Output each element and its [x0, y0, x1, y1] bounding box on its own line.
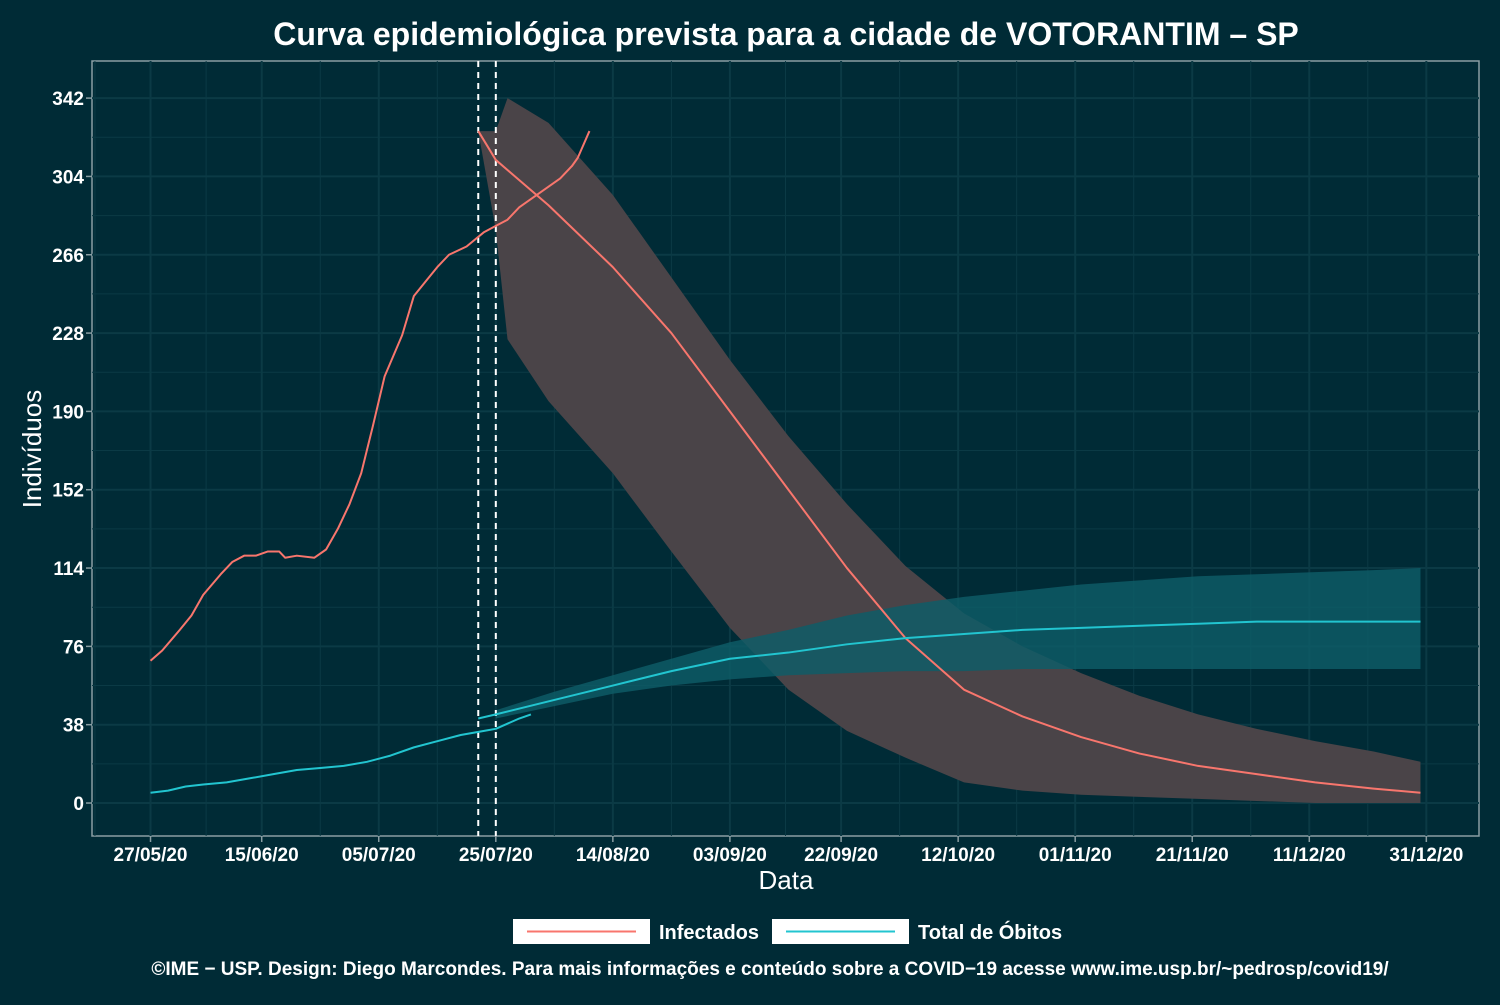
x-tick-label: 12/10/20 [921, 845, 995, 866]
x-axis-ticks: 27/05/20 15/06/20 05/07/20 25/07/20 14/08/20… [114, 836, 1463, 866]
footer-credit: ©IME − USP. Design: Diego Marcondes. Par… [151, 959, 1389, 980]
x-tick-label: 15/06/20 [225, 845, 299, 866]
y-tick-label: 228 [52, 324, 84, 345]
chart-title: Curva epidemiológica prevista para a cid… [273, 16, 1299, 52]
y-tick-label: 152 [52, 481, 84, 502]
y-tick-label: 0 [73, 794, 84, 815]
y-tick-label: 190 [52, 402, 84, 423]
line-infectados-predicted [477, 130, 1421, 794]
legend: Infectados Total de Óbitos [513, 919, 1062, 944]
line-obitos-observed [150, 713, 532, 794]
x-tick-label: 05/07/20 [342, 845, 416, 866]
x-tick-label: 14/08/20 [576, 845, 650, 866]
y-tick-label: 38 [63, 716, 84, 737]
line-infectados-observed [149, 130, 591, 662]
x-tick-label: 21/11/20 [1156, 845, 1229, 866]
y-axis-title: Indivíduos [17, 390, 47, 509]
y-axis-ticks: 0 38 76 114 152 190 228 266 304 342 [52, 89, 92, 815]
band-obitos [495, 568, 1421, 719]
legend-label-infectados: Infectados [659, 922, 759, 944]
x-axis-title: Data [759, 865, 814, 895]
y-tick-label: 76 [63, 637, 84, 658]
x-tick-label: 03/09/20 [693, 845, 767, 866]
x-tick-label: 11/12/20 [1273, 845, 1346, 866]
confidence-bands [478, 98, 1421, 804]
reference-lines [477, 61, 497, 836]
y-tick-label: 342 [52, 89, 84, 110]
y-tick-label: 114 [53, 559, 84, 580]
series-lines [149, 130, 1421, 794]
y-tick-label: 304 [52, 167, 84, 188]
y-tick-label: 266 [52, 246, 84, 267]
plot-panel [91, 60, 1480, 837]
x-tick-label: 25/07/20 [459, 845, 533, 866]
x-tick-label: 27/05/20 [114, 845, 188, 866]
legend-label-obitos: Total de Óbitos [918, 920, 1062, 944]
line-obitos-predicted [478, 620, 1421, 720]
x-tick-label: 22/09/20 [804, 845, 878, 866]
x-tick-label: 01/11/20 [1039, 845, 1112, 866]
x-tick-label: 31/12/20 [1389, 845, 1463, 866]
